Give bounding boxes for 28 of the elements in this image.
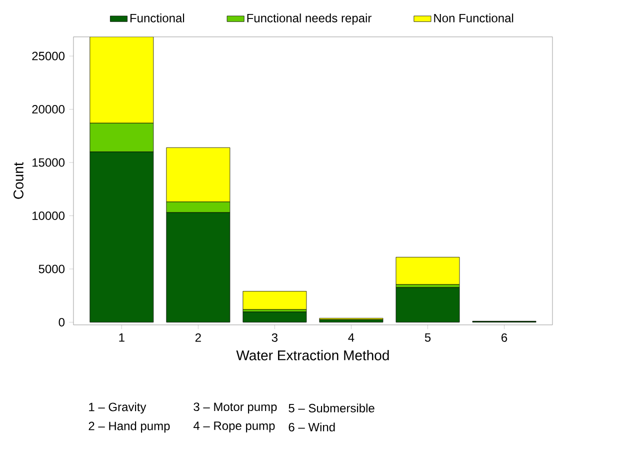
bar — [242, 291, 307, 310]
y-tick-label: 20000 — [32, 105, 65, 114]
bar — [396, 287, 460, 322]
text: 3 – Motor pump — [194, 402, 277, 414]
legend-label: Functional needs repair — [247, 14, 372, 25]
x-tick-label: 3 — [272, 333, 278, 342]
text: 5 – Submersible — [288, 404, 374, 412]
x-axis-title: Water Extraction Method — [236, 350, 389, 360]
text: 2 – Hand pump — [88, 421, 170, 433]
y-tick-label: 0 — [58, 318, 65, 326]
x-tick-label: 6 — [502, 333, 508, 342]
bar — [319, 319, 384, 322]
x-tick-label: 5 — [424, 333, 431, 342]
x-tick-label: 2 — [195, 333, 201, 342]
y-tick-label: 10000 — [32, 212, 65, 220]
y-tick-label: 15000 — [32, 158, 65, 167]
text: 4 – Rope pump — [193, 422, 275, 432]
legend-label: Functional — [130, 14, 184, 22]
legend-label: Non Functional — [434, 14, 514, 22]
y-axis-title: Count — [14, 162, 24, 199]
text: 1 – Gravity — [89, 402, 146, 414]
x-tick-label: 1 — [119, 333, 124, 342]
x-tick-label: 4 — [348, 333, 354, 342]
y-tick-label: 5000 — [38, 264, 65, 274]
text: 6 – Wind — [288, 422, 335, 432]
bar — [242, 312, 307, 322]
y-tick-label: 25000 — [32, 52, 65, 60]
bar — [396, 256, 460, 285]
